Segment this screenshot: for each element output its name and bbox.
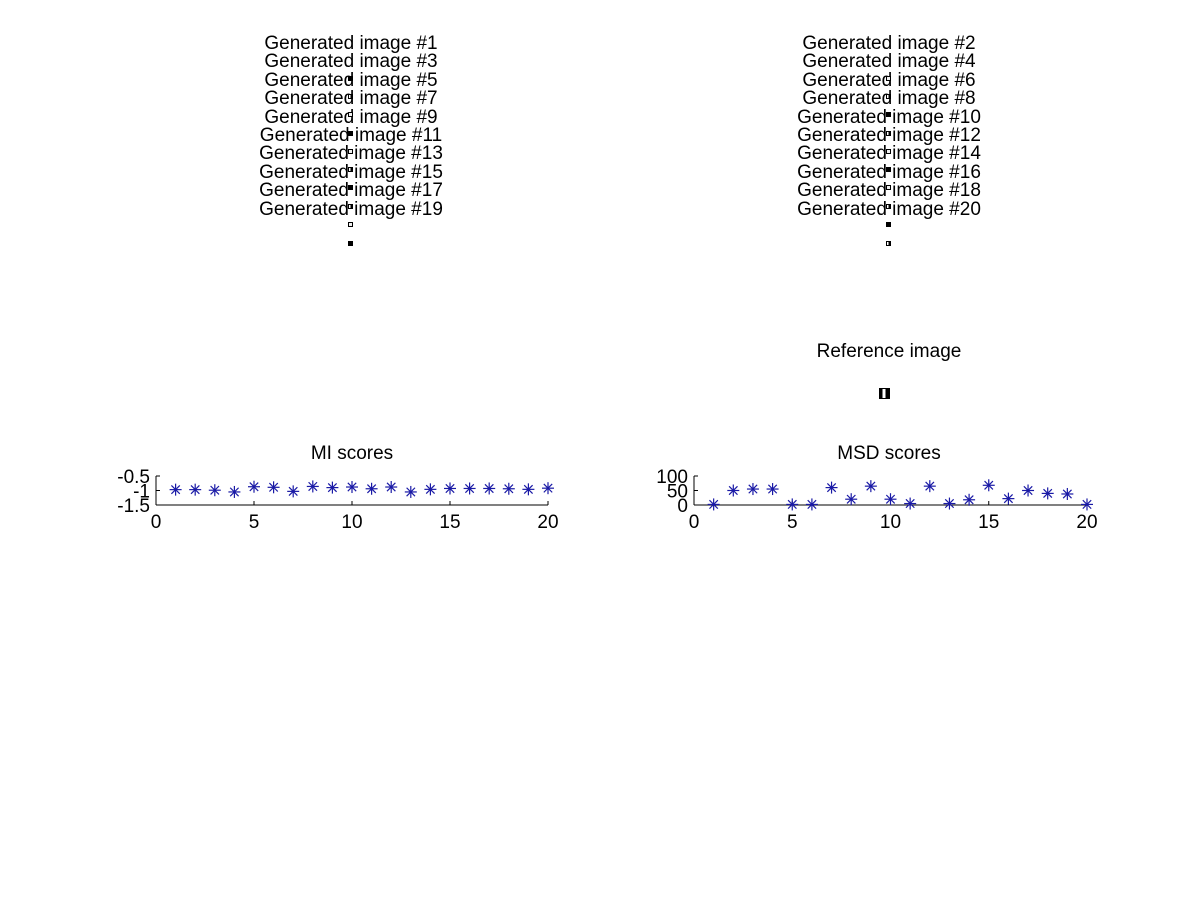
data-point <box>805 498 818 511</box>
data-point <box>1022 484 1035 497</box>
x-tick-label: 0 <box>151 512 162 533</box>
generated-image-title: Generated image #9 <box>264 106 438 128</box>
generated-image-thumbnail <box>886 76 891 81</box>
x-tick-label: 10 <box>341 512 362 533</box>
data-point <box>1002 492 1015 505</box>
y-tick-label: 0 <box>677 496 688 517</box>
y-tick-label: -1 <box>133 482 150 503</box>
generated-image-title: Generated image #16 <box>797 161 981 183</box>
x-tick-label: 10 <box>880 512 901 533</box>
data-point <box>864 480 877 493</box>
plot-title: MI scores <box>311 443 393 464</box>
generated-image-title: Generated image #1 <box>264 33 438 54</box>
generated-image-thumbnail <box>886 149 891 154</box>
data-point <box>963 493 976 506</box>
data-point <box>444 482 456 495</box>
generated-image-thumbnail <box>886 204 891 209</box>
generated-image-thumbnail <box>348 94 353 99</box>
data-point <box>522 483 535 496</box>
data-point <box>404 485 417 498</box>
data-point <box>326 481 339 494</box>
data-point <box>904 497 917 510</box>
generated-image-title: Generated image #4 <box>802 51 976 73</box>
data-point <box>982 479 995 492</box>
data-point <box>169 483 182 496</box>
generated-image-thumbnail <box>348 241 353 246</box>
data-point <box>306 480 319 493</box>
data-point <box>542 482 554 495</box>
generated-image-thumbnail <box>348 167 353 172</box>
generated-image-thumbnail <box>886 112 891 117</box>
data-point <box>208 484 221 497</box>
data-point <box>786 498 799 511</box>
data-point <box>267 481 280 494</box>
data-point <box>346 481 358 494</box>
y-tick-label: 50 <box>667 482 688 503</box>
data-point <box>923 480 936 493</box>
generated-image-thumbnail <box>886 185 891 190</box>
reference-image <box>879 388 890 399</box>
data-point <box>385 481 398 494</box>
x-tick-label: 15 <box>978 512 999 533</box>
generated-image-title: Generated image #15 <box>259 161 443 183</box>
data-point <box>1041 487 1054 500</box>
data-point <box>1081 498 1093 511</box>
generated-image-title: Generated image #17 <box>259 180 443 202</box>
data-point <box>365 482 378 495</box>
generated-image-title: Generated image #3 <box>264 51 438 73</box>
data-point <box>845 493 858 506</box>
generated-image-thumbnail <box>348 131 353 136</box>
data-point <box>248 480 260 493</box>
data-point <box>228 485 241 498</box>
data-point <box>884 493 897 506</box>
data-point <box>766 483 779 496</box>
generated-image-thumbnail <box>886 222 891 227</box>
data-point <box>287 485 300 498</box>
generated-image-thumbnail <box>348 222 353 227</box>
generated-image-thumbnail <box>886 94 891 99</box>
generated-image-title: Generated image #10 <box>797 106 981 128</box>
y-tick-label: -1.5 <box>117 496 150 517</box>
generated-image-title: Generated image #20 <box>797 198 981 220</box>
generated-image-thumbnail <box>348 204 353 209</box>
data-point <box>189 483 202 496</box>
x-tick-label: 5 <box>249 512 260 533</box>
generated-image-thumbnail <box>348 76 353 81</box>
y-tick-label: 100 <box>656 467 688 488</box>
generated-image-thumbnail <box>886 167 891 172</box>
reference-image-title: Reference image <box>816 341 962 362</box>
plot-title: MSD scores <box>837 443 940 464</box>
x-tick-label: 20 <box>1076 512 1097 533</box>
x-tick-label: 20 <box>537 512 558 533</box>
y-tick-label: -0.5 <box>117 467 150 488</box>
data-point <box>424 483 437 496</box>
generated-image-thumbnail <box>348 112 353 117</box>
data-point <box>825 481 838 494</box>
x-tick-label: 0 <box>689 512 700 533</box>
generated-image-title: Generated image #2 <box>802 33 976 54</box>
generated-image-thumbnail <box>348 185 353 190</box>
generated-image-title: Generated image #19 <box>259 198 443 220</box>
data-point <box>502 482 515 495</box>
data-point <box>1061 487 1074 500</box>
generated-image-thumbnail <box>348 149 353 154</box>
generated-image-title: Generated image #18 <box>797 180 981 202</box>
x-tick-label: 5 <box>787 512 798 533</box>
data-point <box>746 483 759 496</box>
data-point <box>727 484 740 497</box>
data-point <box>943 497 956 510</box>
data-point <box>463 482 476 495</box>
data-point <box>707 498 720 511</box>
data-point <box>483 482 496 495</box>
generated-image-thumbnail <box>886 241 891 246</box>
generated-image-thumbnail <box>886 131 891 136</box>
x-tick-label: 15 <box>439 512 460 533</box>
